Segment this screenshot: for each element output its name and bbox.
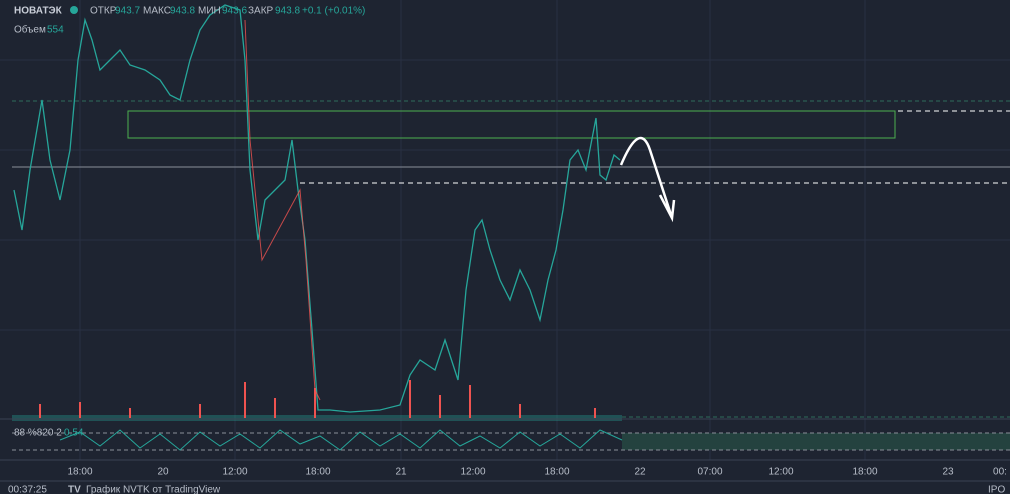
indicator-path <box>59 429 623 451</box>
time-label: 22 <box>634 467 646 478</box>
indicator-value: 0.54 <box>64 428 84 439</box>
time-axis: 18:00 20 12:00 18:00 21 12:00 18:00 22 07:00 12:0… <box>67 467 1006 478</box>
time-label: 12:00 <box>222 467 247 478</box>
change: +0.1 (+0.01%) <box>302 6 365 17</box>
status-dot <box>70 6 78 14</box>
open: 943.7 <box>115 6 140 17</box>
high-label: МАКС <box>143 6 171 17</box>
time-label: 18:00 <box>544 467 569 478</box>
time-label: 12:00 <box>768 467 793 478</box>
zone-box <box>127 110 896 139</box>
time-label: 18:00 <box>67 467 92 478</box>
low-label: МИН <box>198 6 221 17</box>
grid <box>0 0 1010 460</box>
low: 943.6 <box>222 6 247 17</box>
time-label: 18:00 <box>852 467 877 478</box>
time-label: 23 <box>942 467 954 478</box>
open-label: ОТКР <box>90 6 117 17</box>
time-label: 20 <box>157 467 169 478</box>
close-label: ЗАКР <box>248 6 274 17</box>
credit: График NVTK от TradingView <box>86 484 221 494</box>
indicator-band <box>622 433 1010 450</box>
high: 943.8 <box>170 6 195 17</box>
volume-bars <box>39 380 596 418</box>
time-label: 18:00 <box>305 467 330 478</box>
time-label: 07:00 <box>697 467 722 478</box>
indicator-label: 88 %820 2 <box>14 428 62 439</box>
symbol: НОВАТЭК <box>14 6 63 17</box>
close: 943.8 <box>275 6 300 17</box>
volume-label: Объем <box>14 24 46 36</box>
forecast-arrow <box>619 136 676 223</box>
time-label: 00: <box>993 467 1007 478</box>
footer-right: IPO_ <box>988 485 1010 494</box>
tv-logo: TV <box>68 485 81 494</box>
clock: 00:37:25 <box>8 485 47 494</box>
time-label: 12:00 <box>460 467 485 478</box>
volume-value: 554 <box>47 25 64 36</box>
time-label: 21 <box>395 467 407 478</box>
price-path <box>13 4 621 413</box>
